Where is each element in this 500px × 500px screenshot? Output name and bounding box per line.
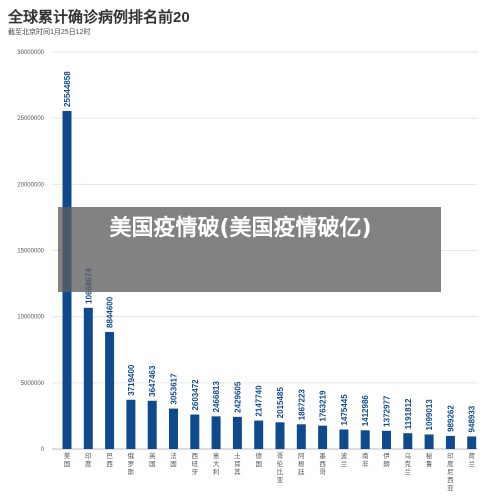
- x-tick-label: 波兰: [341, 451, 348, 468]
- x-tick-label: 俄罗斯: [128, 451, 135, 476]
- value-label: 25544858: [63, 71, 72, 107]
- x-tick-label: 秘鲁: [426, 451, 433, 468]
- bar: [445, 435, 455, 449]
- chart-subtitle: 截至北京时间1月25日12时: [8, 29, 91, 36]
- y-tick-label: 15000000: [17, 249, 44, 255]
- bar: [424, 434, 434, 449]
- value-label: 1475445: [340, 394, 349, 426]
- x-tick-label: 西班牙: [192, 452, 199, 476]
- x-tick-label: 阿根廷: [298, 451, 305, 476]
- bar: [275, 422, 285, 449]
- x-tick-label: 哥伦比亚: [277, 452, 284, 484]
- x-tick-label: 伊朗: [383, 451, 390, 468]
- x-tick-label: 南非: [362, 451, 369, 468]
- x-tick-label: 意大利: [213, 451, 220, 476]
- value-label: 2429605: [233, 381, 242, 413]
- x-tick-label: 乌克兰: [405, 451, 412, 476]
- bar: [254, 420, 264, 449]
- value-label: 1763219: [319, 390, 328, 422]
- bar: [467, 436, 477, 449]
- bar: [360, 430, 370, 449]
- bar: [83, 307, 93, 449]
- value-label: 2603472: [191, 379, 200, 411]
- bar: [232, 416, 242, 449]
- x-tick-label: 印度尼西亚: [447, 452, 454, 492]
- y-axis-ticks: 0 5000000 10000000 15000000 20000000 25000000…: [17, 50, 44, 453]
- x-tick-label: 英国: [149, 451, 156, 468]
- bar: [190, 414, 200, 449]
- value-label: 2466813: [212, 381, 221, 413]
- y-tick-label: 20000000: [17, 182, 44, 188]
- y-tick-label: 30000000: [17, 50, 44, 56]
- x-tick-label: 法国: [170, 451, 177, 468]
- x-tick-label: 美国: [64, 451, 71, 468]
- value-labels: 2554485810668674884460037194003647463305…: [63, 71, 477, 433]
- value-label: 8844600: [106, 296, 115, 328]
- value-label: 1867223: [297, 389, 306, 421]
- bar: [126, 399, 136, 449]
- bar: [105, 331, 115, 449]
- x-tick-label: 墨西哥: [319, 452, 326, 476]
- y-tick-label: 0: [41, 447, 45, 453]
- value-label: 948933: [468, 405, 477, 432]
- bar: [339, 429, 349, 449]
- x-tick-label: 荷兰: [468, 451, 475, 468]
- value-label: 3719400: [127, 364, 136, 396]
- headline-text: 美国疫情破(美国疫情破亿): [109, 216, 372, 241]
- bar: [296, 424, 306, 449]
- value-label: 989262: [446, 405, 455, 432]
- headline-overlay[interactable]: 美国疫情破(美国疫情破亿): [58, 207, 441, 292]
- value-label: 1372977: [383, 395, 392, 427]
- bar: [211, 416, 221, 449]
- value-label: 1099013: [425, 399, 434, 431]
- y-tick-label: 10000000: [17, 315, 44, 321]
- value-label: 2015485: [276, 387, 285, 419]
- bar: [403, 433, 413, 449]
- value-label: 3053617: [170, 373, 179, 405]
- x-tick-label: 巴西: [106, 452, 113, 468]
- chart-title: 全球累计确诊病例排名前20: [8, 9, 190, 26]
- x-tick-label: 印度: [85, 452, 92, 468]
- value-label: 2147740: [255, 385, 264, 417]
- value-label: 1412986: [361, 395, 370, 427]
- y-tick-label: 25000000: [17, 116, 44, 122]
- x-tick-label: 土耳其: [234, 451, 241, 476]
- bar: [382, 430, 391, 449]
- value-label: 1191812: [404, 398, 413, 429]
- bar: [318, 425, 328, 449]
- bar: [169, 408, 178, 449]
- value-label: 3647463: [148, 365, 157, 397]
- bar: [147, 400, 157, 449]
- x-tick-label: 德国: [255, 451, 262, 468]
- y-tick-label: 5000000: [21, 381, 45, 387]
